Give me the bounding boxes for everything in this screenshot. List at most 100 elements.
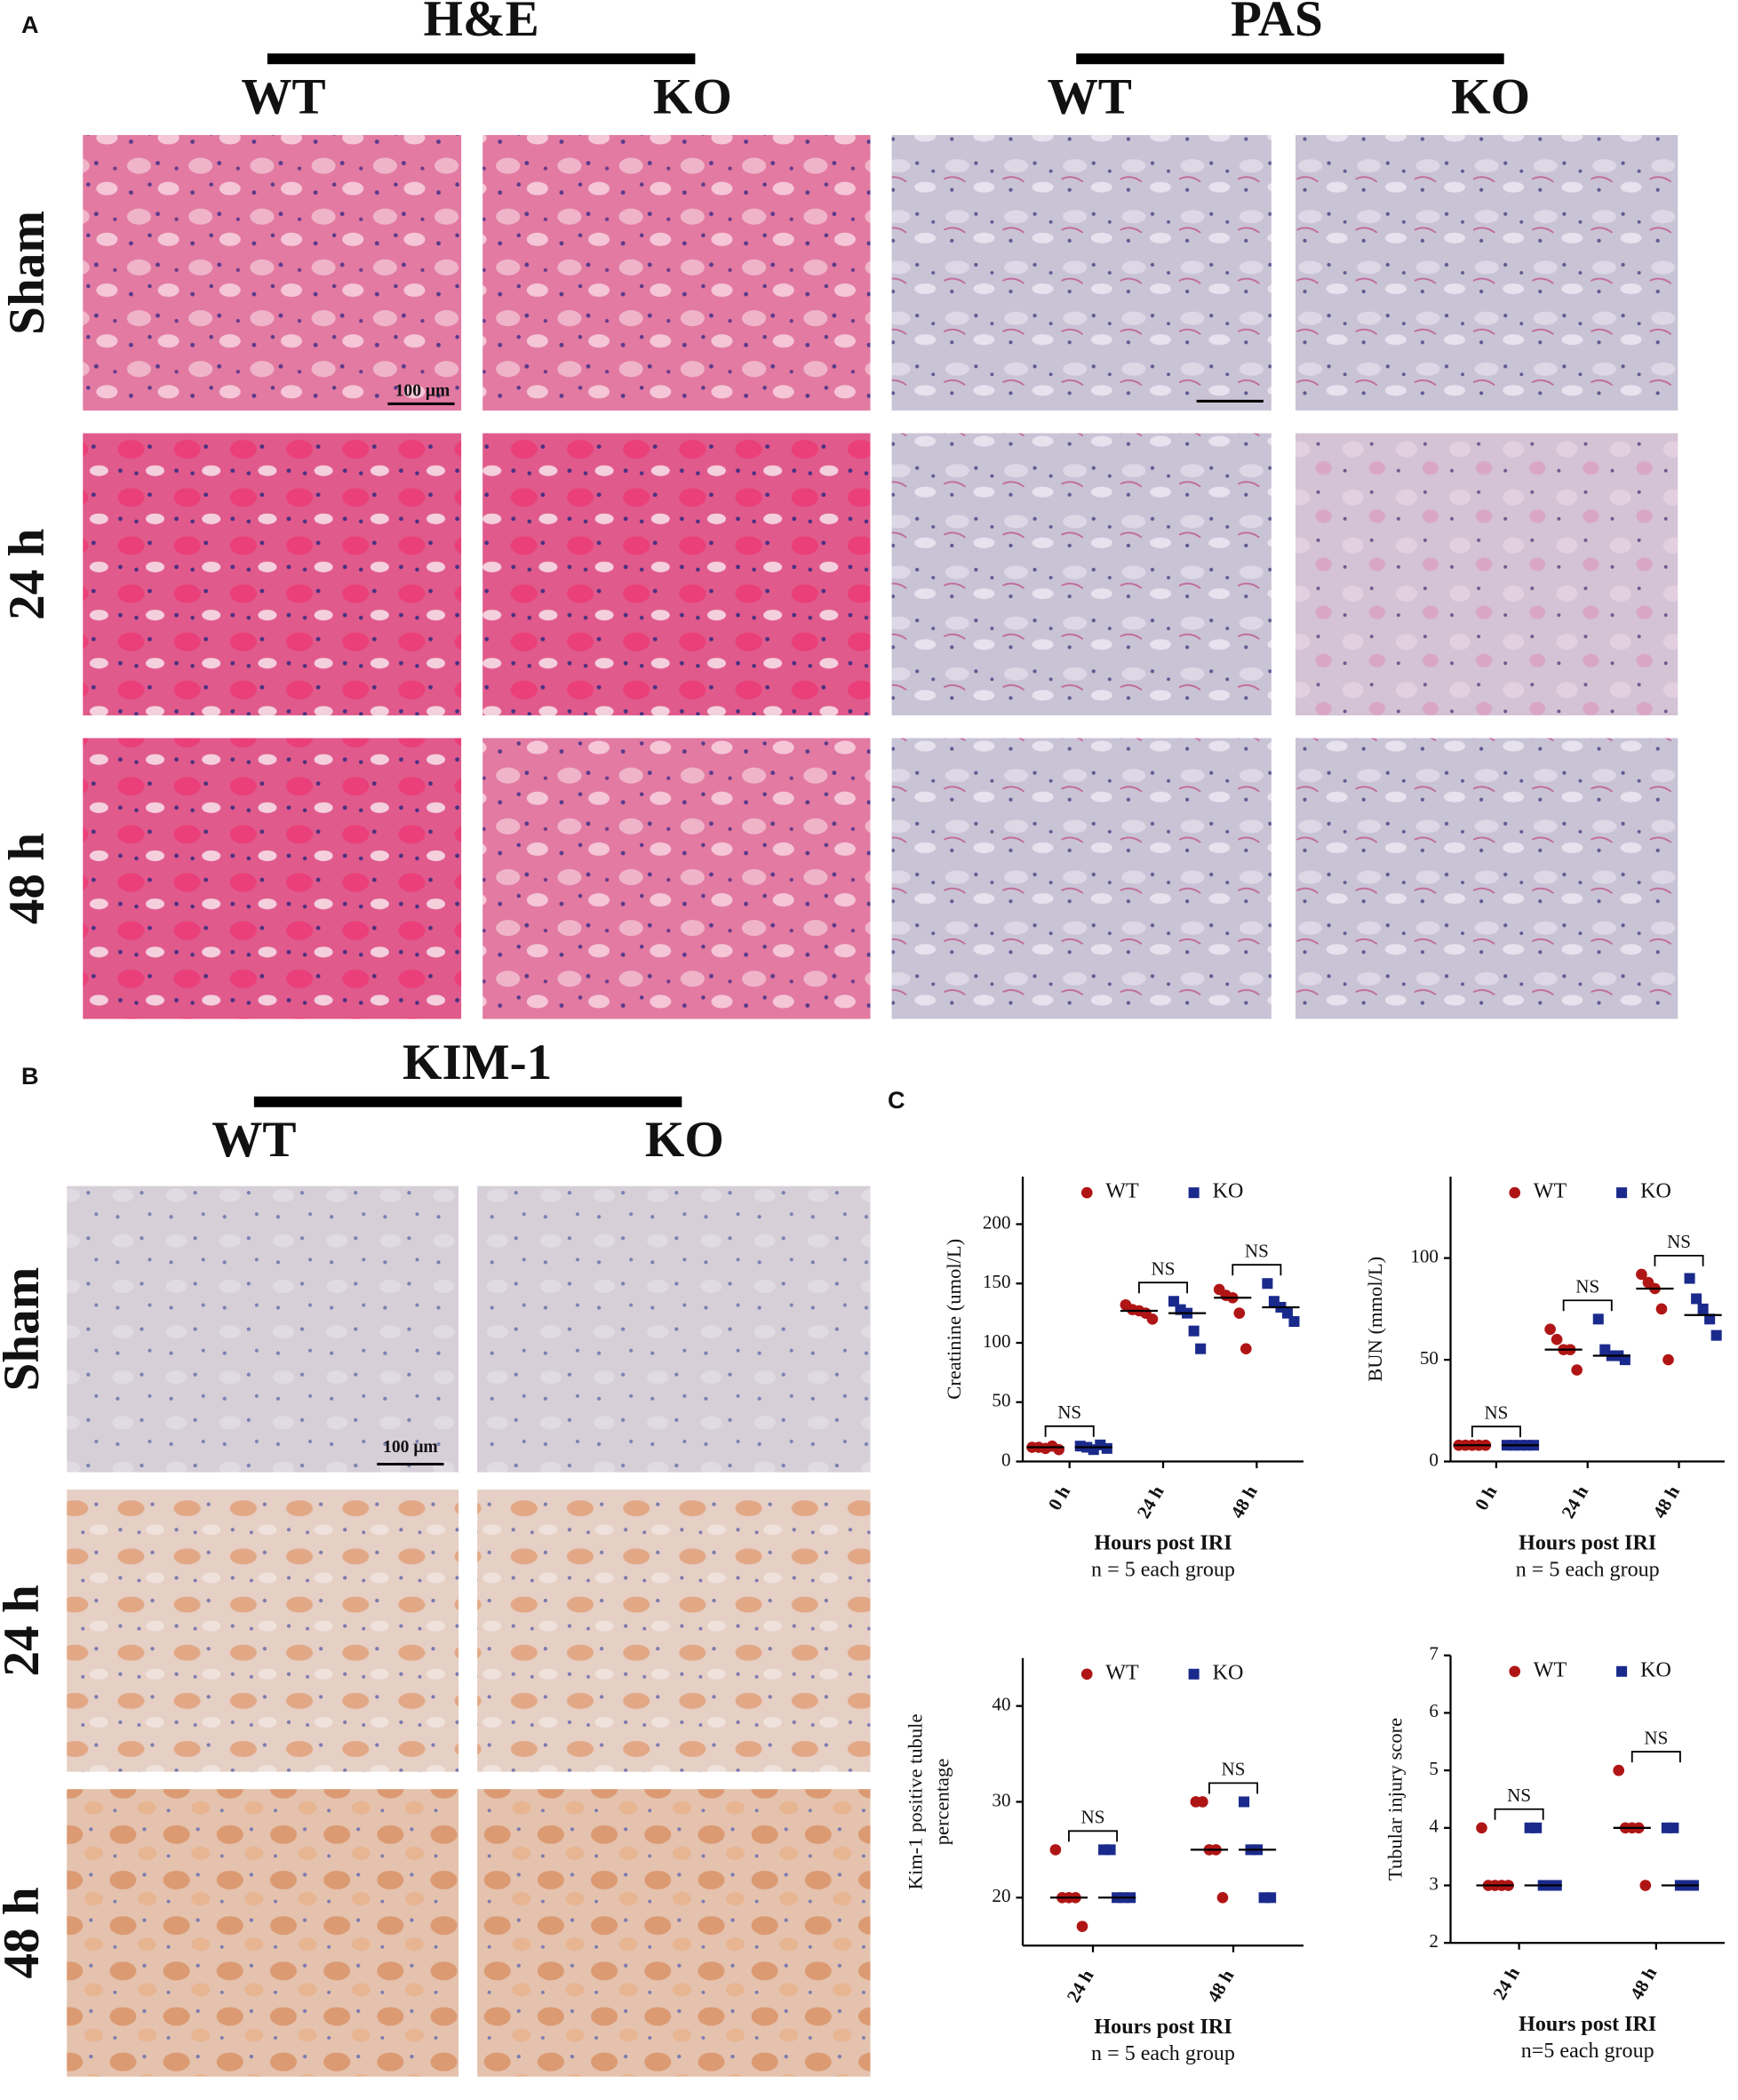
x-axis-label: Hours post IRI	[1094, 1531, 1232, 1554]
micrograph	[67, 1489, 459, 1772]
data-point	[1636, 1268, 1647, 1281]
data-point	[1571, 1364, 1583, 1376]
x-axis-sublabel: n=5 each group	[1521, 2040, 1654, 2063]
data-point	[1239, 1796, 1250, 1808]
legend-label: WT	[1534, 1180, 1567, 1203]
legend-label: KO	[1640, 1180, 1671, 1203]
data-point	[1197, 1796, 1208, 1808]
data-point	[1551, 1333, 1563, 1345]
data-point	[1101, 1442, 1112, 1454]
micrograph	[482, 433, 871, 715]
data-point	[1281, 1307, 1293, 1319]
data-point	[1691, 1293, 1702, 1305]
stain-title: PAS	[1231, 0, 1323, 47]
data-point	[1697, 1303, 1709, 1314]
data-point	[1233, 1307, 1246, 1319]
x-tick-label: 48 h	[1226, 1481, 1262, 1521]
legend-marker	[1188, 1187, 1200, 1199]
micrograph	[83, 134, 462, 411]
micrograph	[83, 738, 462, 1019]
y-tick-label: 150	[983, 1271, 1011, 1292]
data-point	[1684, 1273, 1695, 1284]
legend-marker	[1080, 1668, 1093, 1681]
significance-label: NS	[1484, 1401, 1508, 1423]
data-point	[1262, 1278, 1273, 1290]
micrograph	[891, 433, 1272, 715]
data-point	[1076, 1920, 1088, 1932]
y-tick-label: 6	[1429, 1700, 1439, 1721]
micrograph	[67, 1186, 459, 1473]
stain-title: KIM-1	[403, 1034, 552, 1090]
legend-label: WT	[1105, 1661, 1139, 1684]
y-tick-label: 0	[1001, 1449, 1011, 1470]
micrograph	[482, 738, 871, 1019]
x-tick-label: 24 h	[1488, 1963, 1524, 2003]
y-tick-label: 30	[992, 1789, 1010, 1810]
significance-bracket	[1068, 1830, 1119, 1842]
significance-label: NS	[1057, 1401, 1081, 1423]
x-axis-sublabel: n = 5 each group	[1091, 1558, 1235, 1581]
y-tick-label: 0	[1429, 1449, 1439, 1470]
data-point	[1704, 1313, 1716, 1325]
column-label: KO	[653, 68, 732, 124]
significance-bracket	[1494, 1808, 1544, 1820]
legend-marker	[1509, 1186, 1521, 1199]
significance-bracket	[1562, 1299, 1613, 1312]
scale-bar-label: 100 μm	[395, 381, 450, 400]
data-point	[1288, 1315, 1300, 1327]
legend-label: WT	[1105, 1180, 1139, 1203]
y-tick-label: 3	[1429, 1872, 1439, 1894]
data-point	[1531, 1822, 1543, 1833]
x-tick-label: 0 h	[1471, 1481, 1502, 1513]
data-point	[1265, 1892, 1277, 1904]
column-label: KO	[645, 1112, 724, 1168]
data-point	[1476, 1822, 1487, 1834]
data-point	[1053, 1443, 1064, 1456]
y-axis-label: Tubular injury score	[1383, 1718, 1406, 1880]
x-tick-label: 24 h	[1133, 1481, 1168, 1521]
legend-label: KO	[1640, 1658, 1671, 1681]
column-label: WT	[1048, 68, 1132, 124]
data-point	[1655, 1303, 1668, 1315]
row-label: 48 h	[0, 1887, 50, 1978]
legend-label: WT	[1534, 1658, 1567, 1681]
micrograph	[891, 738, 1272, 1019]
significance-label: NS	[1222, 1759, 1246, 1780]
y-tick-label: 50	[1420, 1347, 1439, 1369]
data-point	[1613, 1764, 1625, 1777]
data-point	[1195, 1343, 1207, 1354]
panel-label: C	[888, 1086, 905, 1114]
significance-bracket	[1471, 1425, 1521, 1438]
legend-label: KO	[1213, 1180, 1244, 1203]
data-point	[1188, 1325, 1200, 1337]
y-tick-label: 2	[1429, 1930, 1439, 1952]
y-tick-label: 100	[1410, 1245, 1439, 1266]
data-point	[1668, 1822, 1679, 1833]
x-tick-label: 48 h	[1626, 1963, 1662, 2003]
x-axis-label: Hours post IRI	[1519, 1531, 1656, 1554]
data-point	[1662, 1353, 1674, 1366]
y-tick-label: 4	[1429, 1816, 1439, 1837]
row-label: Sham	[0, 1267, 50, 1392]
data-point	[1240, 1343, 1252, 1355]
x-axis-sublabel: n = 5 each group	[1091, 2042, 1235, 2065]
column-label: WT	[211, 1112, 296, 1168]
x-axis-label: Hours post IRI	[1519, 2013, 1656, 2036]
data-point	[1146, 1313, 1159, 1325]
data-point	[1049, 1844, 1062, 1856]
y-tick-label: 20	[992, 1885, 1010, 1906]
y-tick-label: 100	[983, 1330, 1011, 1352]
stain-bar	[253, 1096, 682, 1107]
stain-bar	[267, 53, 696, 65]
y-axis-label: percentage	[930, 1759, 953, 1846]
x-tick-label: 24 h	[1557, 1481, 1592, 1521]
column-label: WT	[241, 68, 325, 124]
micrograph	[1295, 134, 1678, 411]
legend-marker	[1188, 1668, 1200, 1680]
y-tick-label: 50	[992, 1390, 1010, 1411]
x-tick-label: 0 h	[1044, 1481, 1075, 1513]
y-tick-label: 40	[992, 1693, 1010, 1714]
